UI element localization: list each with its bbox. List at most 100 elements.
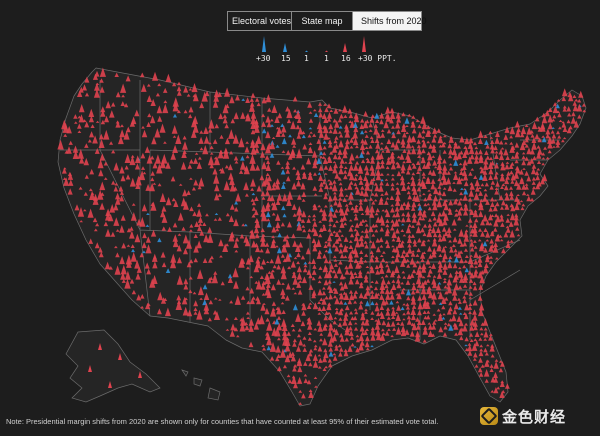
county-arrow-rep bbox=[524, 134, 530, 140]
county-arrow-rep bbox=[451, 314, 457, 322]
county-arrow-rep bbox=[493, 199, 498, 202]
county-arrow-rep bbox=[145, 244, 152, 254]
county-arrow-rep bbox=[334, 231, 340, 237]
county-arrow-rep bbox=[469, 224, 474, 228]
county-arrow-rep bbox=[95, 120, 100, 123]
county-arrow-rep bbox=[416, 282, 422, 288]
county-arrow-rep bbox=[281, 132, 286, 137]
county-arrow-rep bbox=[136, 294, 142, 301]
county-arrow-rep bbox=[249, 297, 255, 305]
county-arrow-rep bbox=[342, 147, 348, 155]
county-arrow-rep bbox=[312, 161, 318, 169]
county-arrow-rep bbox=[205, 213, 209, 217]
county-arrow-rep bbox=[544, 109, 550, 117]
county-arrow-rep bbox=[415, 253, 420, 257]
county-arrow-rep bbox=[393, 218, 400, 227]
county-arrow-rep bbox=[432, 313, 436, 316]
county-arrow-rep bbox=[441, 233, 447, 242]
county-arrow-rep bbox=[503, 231, 509, 238]
county-arrow-rep bbox=[290, 351, 295, 356]
county-arrow-rep bbox=[338, 292, 345, 300]
county-arrow-rep bbox=[463, 173, 469, 181]
county-arrow-rep bbox=[426, 310, 431, 314]
county-arrow-rep bbox=[417, 269, 423, 278]
county-arrow-rep bbox=[292, 338, 297, 343]
county-arrow-rep bbox=[488, 130, 493, 135]
county-arrow-rep bbox=[348, 172, 355, 181]
county-arrow-rep bbox=[442, 279, 447, 284]
tab-shifts-from-2020[interactable]: Shifts from 2020 bbox=[353, 12, 427, 30]
county-arrow-rep bbox=[465, 224, 469, 227]
county-arrow-rep bbox=[182, 234, 189, 244]
county-arrow-rep bbox=[473, 239, 477, 243]
county-arrow-rep bbox=[411, 304, 417, 309]
county-arrow-rep bbox=[300, 218, 306, 223]
county-arrow-rep bbox=[197, 286, 204, 296]
county-arrow-rep bbox=[172, 102, 179, 112]
county-arrow-rep bbox=[505, 217, 511, 223]
county-arrow-rep bbox=[468, 197, 473, 202]
county-arrow-rep bbox=[545, 128, 551, 135]
tab-state-map[interactable]: State map bbox=[292, 12, 353, 30]
county-arrow-rep bbox=[307, 261, 312, 264]
county-arrow-rep bbox=[176, 256, 182, 264]
county-arrow-rep bbox=[381, 320, 387, 326]
county-arrow-rep bbox=[316, 252, 322, 259]
county-arrow-rep bbox=[490, 201, 495, 207]
county-arrow-rep bbox=[344, 161, 348, 164]
county-arrow-rep bbox=[428, 143, 433, 149]
county-arrow-rep bbox=[259, 174, 265, 181]
county-arrow-rep bbox=[249, 275, 254, 279]
county-arrow-rep bbox=[82, 84, 87, 91]
county-arrow-rep bbox=[285, 163, 290, 170]
county-arrow-rep bbox=[227, 164, 233, 171]
county-arrow-rep bbox=[384, 190, 389, 196]
county-arrow-rep bbox=[516, 194, 520, 196]
county-arrow-rep bbox=[427, 206, 432, 211]
county-arrow-rep bbox=[348, 240, 353, 243]
county-arrow-rep bbox=[130, 252, 137, 262]
county-arrow-rep bbox=[245, 141, 249, 144]
county-arrow-rep bbox=[391, 125, 395, 129]
county-arrow-rep bbox=[472, 357, 477, 361]
county-arrow-rep bbox=[480, 231, 485, 237]
county-arrow-rep bbox=[551, 118, 556, 122]
county-arrow-rep bbox=[209, 152, 214, 155]
county-arrow-rep bbox=[144, 146, 150, 153]
county-arrow-rep bbox=[531, 163, 537, 169]
county-arrow-rep bbox=[349, 335, 354, 340]
tab-electoral-votes[interactable]: Electoral votes bbox=[228, 12, 292, 30]
county-arrow-rep bbox=[422, 232, 427, 237]
county-arrow-rep bbox=[375, 246, 381, 253]
county-arrow-rep bbox=[338, 242, 344, 248]
county-arrow-rep bbox=[344, 125, 350, 133]
county-arrow-rep bbox=[404, 329, 410, 335]
county-arrow-rep bbox=[484, 150, 489, 155]
county-arrow-rep bbox=[348, 330, 354, 337]
county-arrow-rep bbox=[319, 155, 323, 159]
county-arrow-rep bbox=[146, 154, 153, 164]
county-arrow-rep bbox=[313, 109, 317, 112]
county-arrow-rep bbox=[384, 288, 390, 295]
county-arrow-rep bbox=[458, 319, 464, 327]
county-arrow-rep bbox=[370, 240, 376, 249]
county-arrow-rep bbox=[500, 361, 505, 367]
county-arrow-rep bbox=[88, 365, 92, 372]
county-arrow-rep bbox=[379, 293, 385, 300]
county-arrow-rep bbox=[395, 278, 401, 284]
county-arrow-rep bbox=[375, 328, 381, 337]
county-arrow-rep bbox=[402, 132, 407, 138]
county-arrow-rep bbox=[342, 214, 347, 221]
county-arrow-rep bbox=[163, 87, 168, 93]
county-arrow-rep bbox=[416, 147, 423, 155]
county-arrow-rep bbox=[188, 114, 193, 119]
county-arrow-rep bbox=[324, 249, 329, 253]
county-arrow-rep bbox=[115, 91, 121, 98]
county-arrow-rep bbox=[338, 139, 344, 148]
county-arrow-rep bbox=[99, 86, 105, 93]
county-arrow-rep bbox=[208, 119, 215, 129]
county-arrow-rep bbox=[478, 357, 483, 363]
county-arrow-rep bbox=[250, 111, 257, 119]
county-arrow-rep bbox=[415, 119, 420, 123]
county-arrow-rep bbox=[370, 280, 374, 283]
